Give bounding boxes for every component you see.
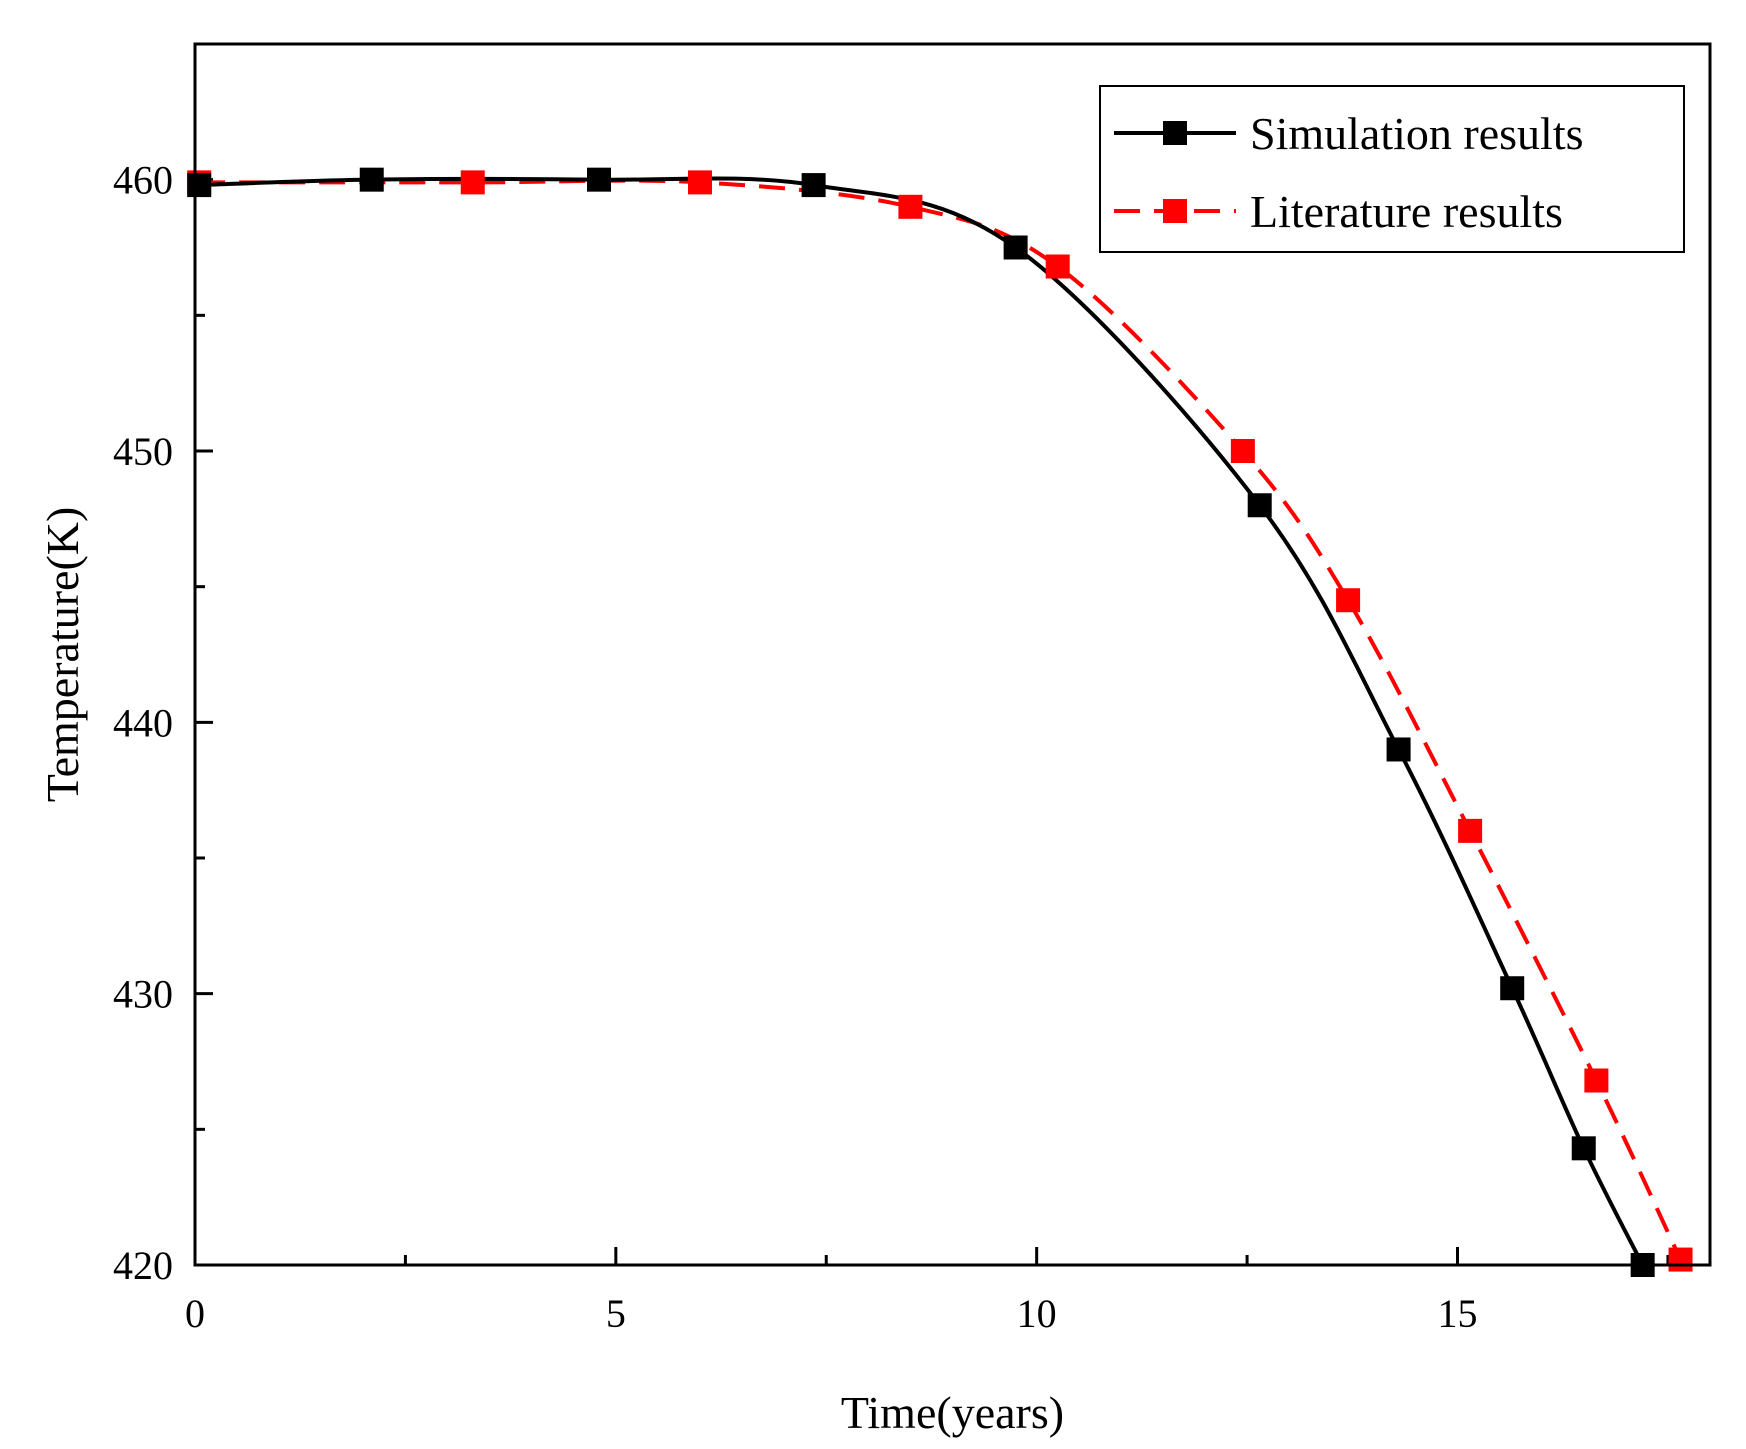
data-point-0 xyxy=(587,167,611,192)
data-point-1 xyxy=(1230,439,1255,463)
y-tick-label: 460 xyxy=(113,158,173,203)
data-point-1 xyxy=(1336,588,1361,613)
series-line-1 xyxy=(199,178,1683,1261)
data-point-1 xyxy=(1584,1068,1609,1093)
legend: Simulation results Literature results xyxy=(1099,85,1685,253)
y-tick-label: 440 xyxy=(113,700,173,745)
tick-labels: 0 5 10 15 420 430 440 450 460 xyxy=(113,158,1478,1336)
y-tick-label: 420 xyxy=(113,1243,173,1288)
data-point-0 xyxy=(1386,737,1411,762)
data-point-0 xyxy=(1003,235,1028,260)
x-tick-label: 10 xyxy=(1017,1291,1057,1336)
series-lines xyxy=(199,176,1683,1266)
data-point-1 xyxy=(898,194,923,219)
data-point-1 xyxy=(1668,1247,1693,1272)
data-point-0 xyxy=(187,173,212,198)
y-axis-title: Temperature(K) xyxy=(37,507,88,803)
series-line-0 xyxy=(199,176,1645,1266)
axis-ticks xyxy=(193,178,1670,1267)
x-tick-label: 15 xyxy=(1438,1291,1478,1336)
data-point-1 xyxy=(460,170,485,195)
legend-label-literature: Literature results xyxy=(1250,186,1563,237)
legend-marker-literature xyxy=(1163,199,1187,223)
data-point-0 xyxy=(1571,1136,1596,1161)
x-tick-label: 0 xyxy=(185,1291,205,1336)
data-point-1 xyxy=(688,170,712,195)
y-tick-label: 430 xyxy=(113,972,173,1017)
data-point-1 xyxy=(1045,254,1070,279)
x-axis-title: Time(years) xyxy=(841,1387,1064,1438)
series-markers xyxy=(187,167,1693,1277)
legend-marker-simulation xyxy=(1163,121,1187,145)
data-point-1 xyxy=(1458,818,1483,843)
plot-frame xyxy=(193,42,1712,1267)
data-point-0 xyxy=(359,167,384,192)
legend-label-simulation: Simulation results xyxy=(1250,108,1584,159)
y-tick-label: 450 xyxy=(113,429,173,474)
x-tick-label: 5 xyxy=(606,1291,626,1336)
data-point-0 xyxy=(1247,493,1272,518)
data-point-0 xyxy=(801,173,826,198)
data-point-0 xyxy=(1500,976,1525,1001)
legend-box xyxy=(1099,85,1685,253)
